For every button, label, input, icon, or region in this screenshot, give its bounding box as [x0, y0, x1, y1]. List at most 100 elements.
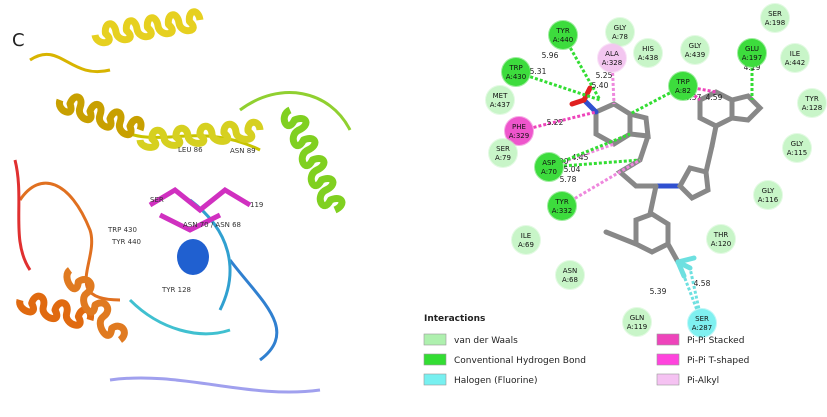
interaction-diagram: 5.965.315.255.404.374.594.195.224.454.30… — [485, 3, 827, 338]
residue-id: A:437 — [490, 101, 510, 109]
helix — [136, 118, 264, 151]
residue-name: TRP — [675, 78, 689, 86]
legend-label: Pi-Alkyl — [687, 376, 719, 386]
residue-id: A:79 — [495, 154, 511, 162]
helix-end — [177, 239, 209, 275]
protein-structure: LEU 86 ASN 89 TRP 430 TYR 440 TYR 128 ASN 70 … — [13, 8, 352, 394]
distance-label: 5.31 — [530, 67, 547, 76]
distance-label: 5.22 — [547, 118, 564, 127]
coil — [128, 298, 231, 336]
helix — [91, 8, 204, 47]
residue-id: A:70 — [541, 168, 557, 176]
coil — [13, 159, 32, 271]
residue-name: ASP — [542, 159, 555, 167]
interaction-line — [518, 110, 597, 133]
legend-swatch — [656, 373, 680, 386]
ligand-3d — [148, 186, 252, 214]
residue-id: A:287 — [692, 324, 712, 332]
residue-label-3d: LEU 86 — [178, 146, 203, 154]
coil — [228, 259, 279, 362]
residue-label-3d: ASN 70 / ASN 68 — [183, 221, 241, 229]
residue-node — [633, 38, 663, 68]
legend-label: van der Waals — [454, 336, 518, 346]
residue-name: ILE — [790, 50, 800, 58]
residue-name: GLN — [630, 314, 645, 322]
residue-node — [780, 43, 810, 73]
interaction-line — [682, 275, 704, 324]
residue-name: TYR — [554, 198, 569, 206]
distance-label: 4.45 — [572, 153, 589, 162]
residue-node — [488, 138, 518, 168]
legend-label: Pi-Pi Stacked — [687, 336, 744, 346]
residue-id: A:115 — [787, 149, 807, 157]
residue-node — [680, 35, 710, 65]
residue-node — [760, 3, 790, 33]
legend: Interactions van der Waals Conventional H… — [423, 314, 749, 386]
residue-name: MET — [493, 92, 508, 100]
residue-node — [737, 38, 767, 68]
residue-node — [797, 88, 827, 118]
legend-label: Conventional Hydrogen Bond — [454, 356, 586, 366]
residue-node — [504, 116, 534, 146]
residue-label-3d: ASN 89 — [230, 147, 256, 155]
residue-id: A:119 — [627, 323, 647, 331]
interaction-line — [561, 158, 641, 208]
residue-node — [706, 224, 736, 254]
residue-id: A:328 — [602, 59, 622, 67]
residue-node — [597, 43, 627, 73]
residue-name: TYR — [555, 27, 570, 35]
distance-label: 4.58 — [694, 279, 711, 288]
helix — [55, 93, 145, 139]
coil — [109, 376, 321, 394]
residue-id: A:78 — [612, 33, 628, 41]
residue-id: A:82 — [675, 87, 691, 95]
residue-node — [605, 17, 635, 47]
residue-name: GLY — [791, 140, 804, 148]
residue-label-3d: TYR 440 — [111, 238, 141, 246]
residue-name: PHE — [512, 123, 526, 131]
residue-name: TRP — [508, 64, 522, 72]
residue-node — [622, 307, 652, 337]
distance-label: 4.59 — [706, 93, 723, 102]
residue-label-3d: 119 — [250, 201, 263, 209]
residue-node — [534, 152, 564, 182]
residue-name: GLY — [689, 42, 702, 50]
ligand — [569, 85, 764, 279]
residue-id: A:438 — [638, 54, 658, 62]
residue-node — [668, 71, 698, 101]
interaction-line — [688, 267, 704, 324]
residue-id: A:120 — [711, 240, 731, 248]
residue-id: A:442 — [785, 59, 805, 67]
helix — [280, 106, 346, 214]
coil — [119, 128, 261, 152]
distance-label: 5.39 — [650, 287, 667, 296]
residue-id: A:198 — [765, 19, 785, 27]
distance-label: 5.78 — [560, 175, 577, 184]
distance-label: 5.04 — [564, 165, 581, 174]
helix — [16, 292, 95, 329]
residue-node — [485, 85, 515, 115]
distance-label: 4.37 — [685, 93, 702, 102]
interaction-line — [548, 132, 631, 169]
panel-label: C — [12, 30, 25, 51]
residue-id: A:440 — [553, 36, 573, 44]
residue-id: A:439 — [685, 51, 705, 59]
residue-name: HIS — [642, 45, 654, 53]
residue-name: TYR — [804, 95, 819, 103]
residue-label-3d: TRP 430 — [107, 226, 137, 234]
residue-node — [753, 180, 783, 210]
residue-node — [547, 191, 577, 221]
residue-id: A:116 — [758, 196, 779, 204]
coil — [29, 52, 111, 74]
legend-swatch — [423, 373, 447, 386]
legend-swatch — [656, 333, 680, 346]
legend-swatch — [656, 353, 680, 366]
residue-id: A:128 — [802, 104, 822, 112]
residue-id: A:68 — [562, 276, 578, 284]
residue-name: GLY — [614, 24, 627, 32]
residue-id: A:329 — [509, 132, 529, 140]
residue-name: ILE — [521, 232, 531, 240]
residue-node — [782, 133, 812, 163]
legend-swatch — [423, 333, 447, 346]
